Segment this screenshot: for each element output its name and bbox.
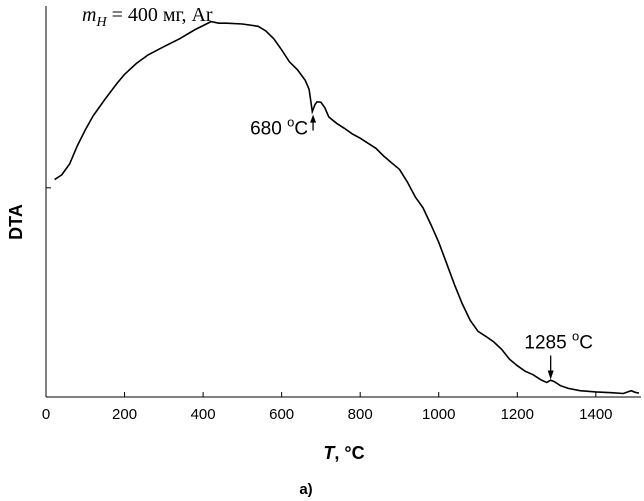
x-tick-label: 1200	[501, 406, 534, 423]
y-axis-title: DTA	[6, 204, 26, 240]
dta-curve	[54, 20, 640, 395]
axes	[45, 6, 641, 398]
annotation-unit: C	[579, 333, 593, 354]
x-tick-label: 600	[269, 406, 294, 423]
peak-annotation: 680 oC	[250, 114, 317, 140]
degree-sign: o	[572, 329, 579, 344]
x-tick-label: 800	[348, 406, 373, 423]
annotation-label: 1285 oC	[524, 329, 593, 354]
x-axis-title: T, °C	[323, 443, 364, 463]
annotation-label: 680 oC	[250, 115, 308, 140]
x-ticks: 0 200 400 600 800 1000 1200 1400	[42, 392, 613, 423]
x-tick-label: 200	[112, 406, 137, 423]
degree-sign: o	[287, 115, 294, 130]
x-tick-label: 1000	[422, 406, 455, 423]
annotation-arrowhead	[310, 114, 317, 123]
x-tick-label: 1400	[579, 406, 612, 423]
annotation-arrowhead	[547, 370, 554, 380]
figure-caption: a)	[299, 481, 312, 498]
sample-note: mH = 400 мг, Ar	[82, 4, 213, 30]
x-tick-label: 400	[191, 406, 216, 423]
annotation-unit: C	[294, 119, 308, 140]
annotation-value: 1285	[524, 333, 572, 354]
x-tick-label: 0	[42, 406, 50, 423]
annotation-value: 680	[250, 119, 287, 140]
peak-annotation: 1285 oC	[524, 329, 593, 380]
